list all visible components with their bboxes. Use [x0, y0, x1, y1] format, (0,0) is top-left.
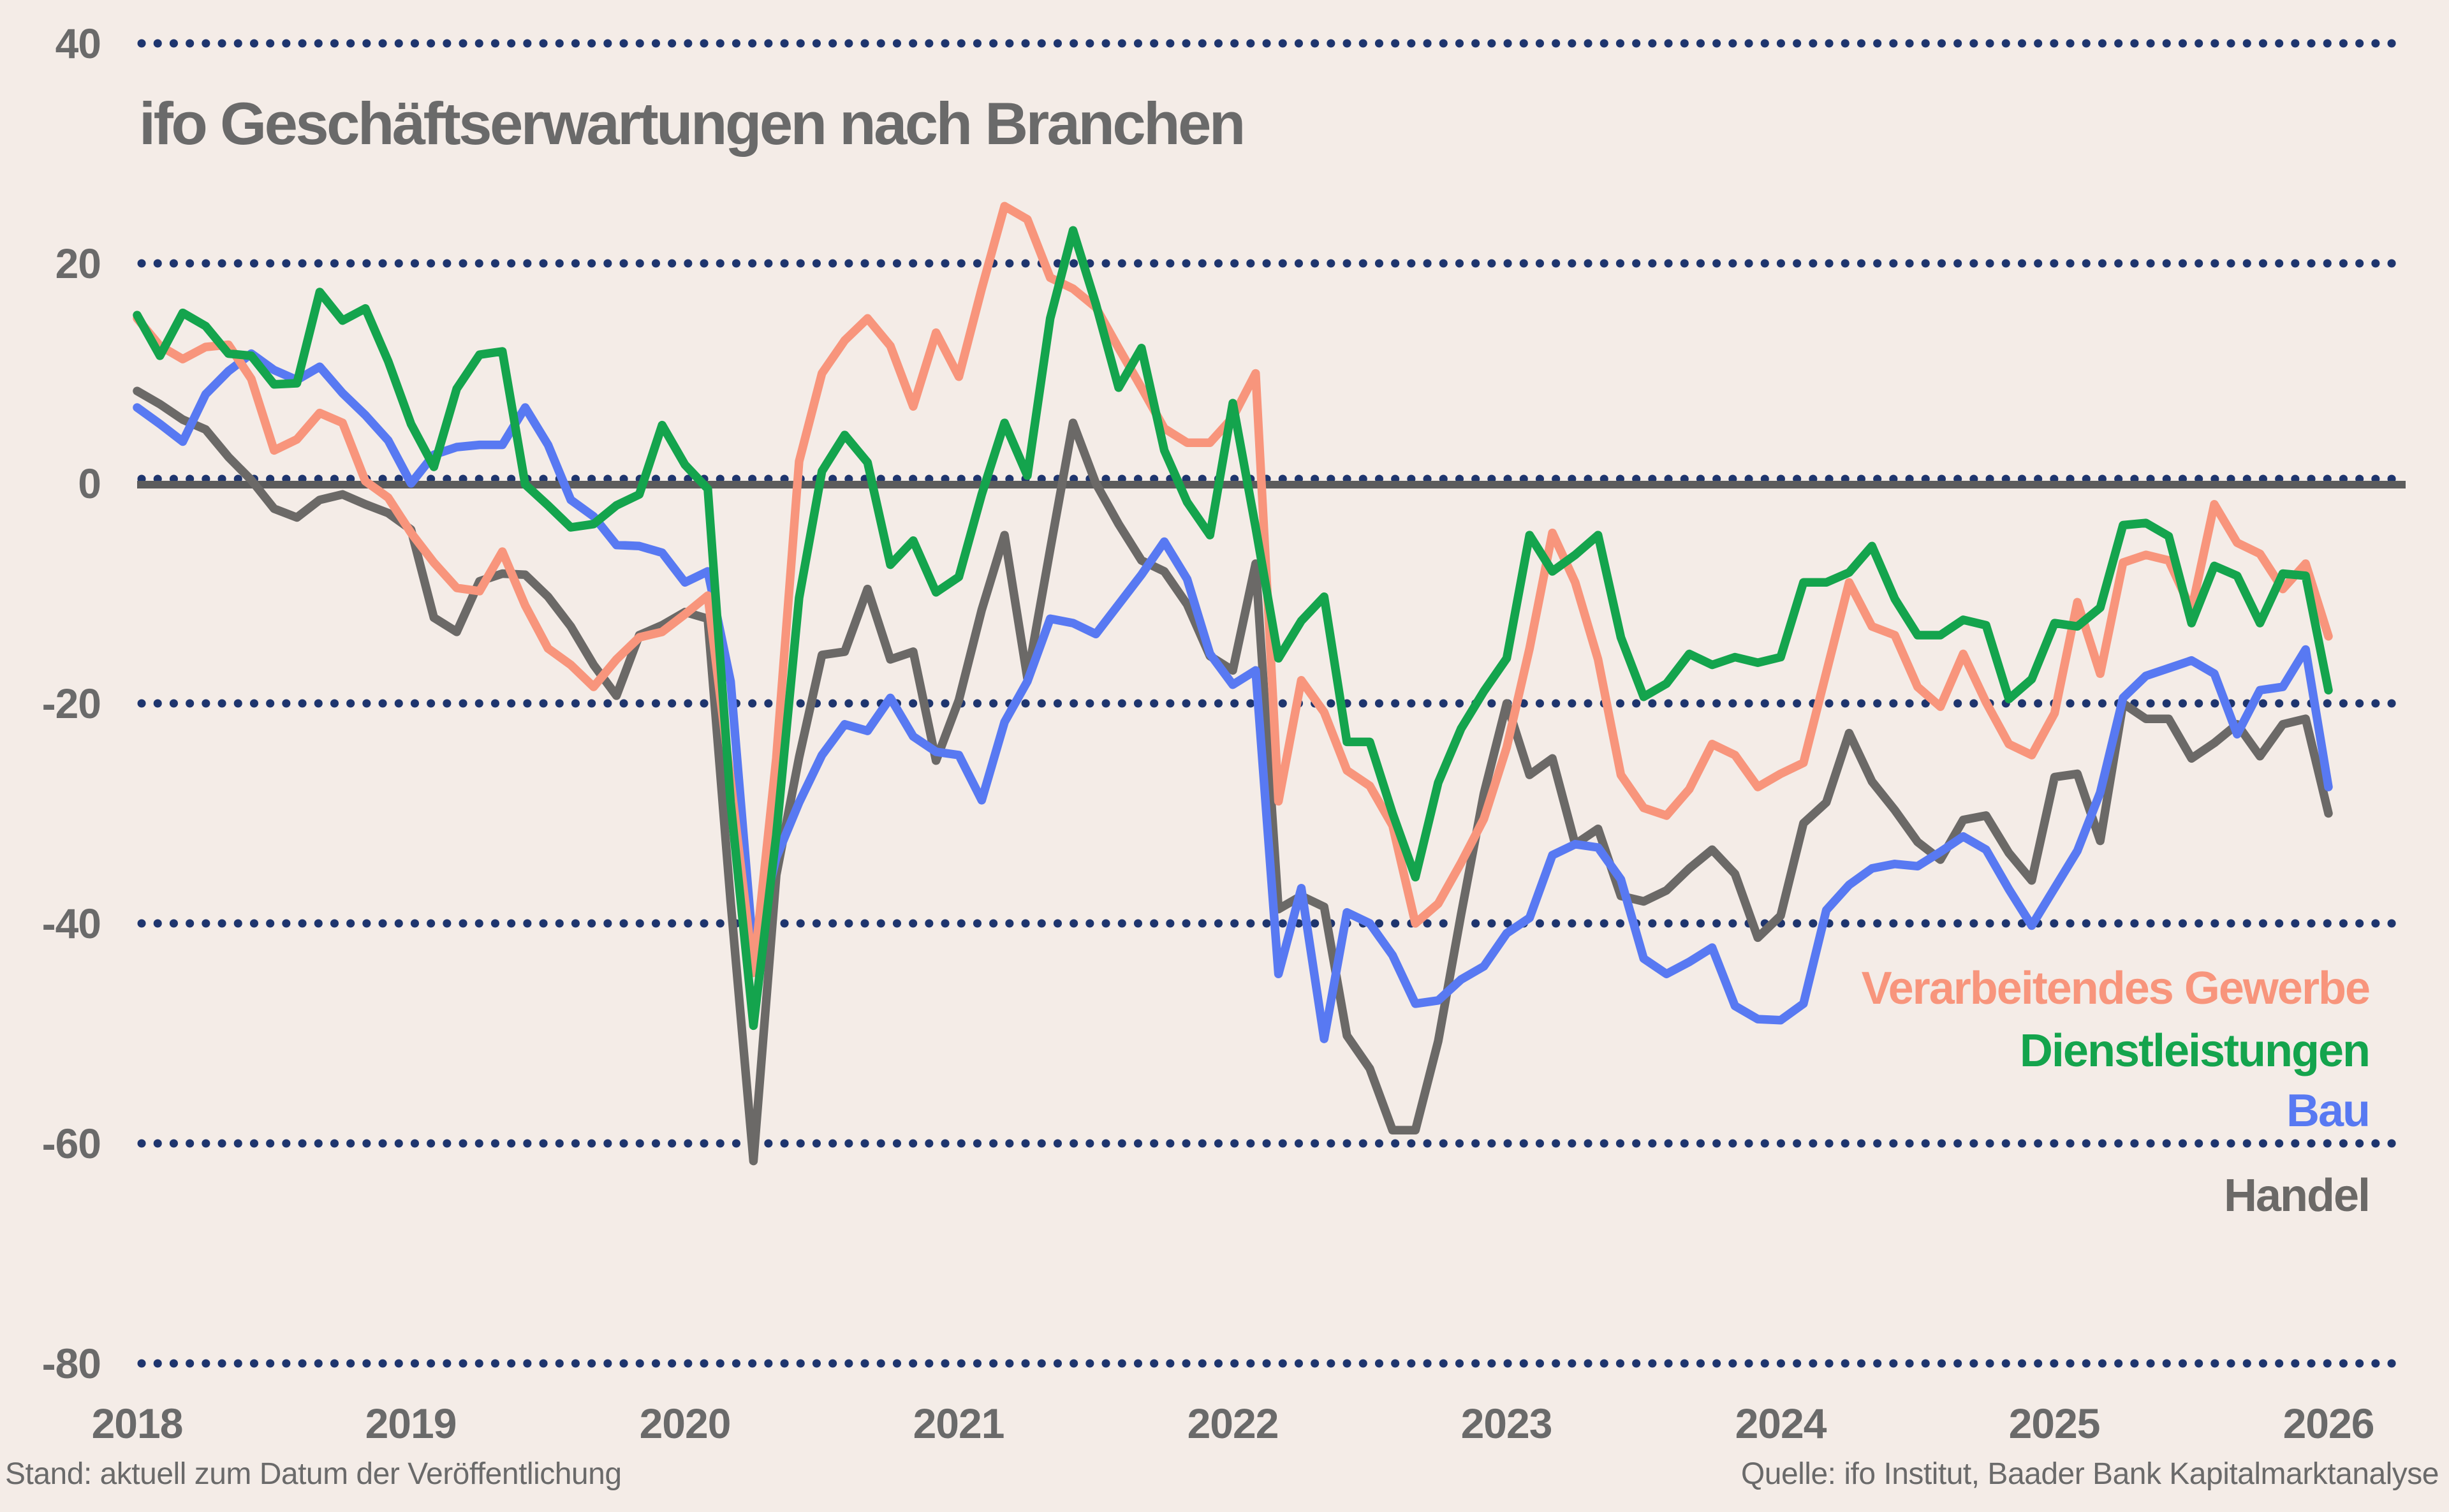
footnote-stand: Stand: aktuell zum Datum der Veröffentli…: [5, 1457, 622, 1491]
x-axis-label-2025: 2025: [2008, 1400, 2101, 1447]
series-line-handel: [133, 386, 2333, 1166]
x-axis-label-2021: 2021: [913, 1400, 1005, 1447]
y-axis-label-20: 20: [55, 240, 101, 287]
legend-handel: Handel: [2223, 1170, 2371, 1221]
x-axis-label-2018: 2018: [91, 1400, 184, 1447]
x-axis-label-2024: 2024: [1735, 1400, 1827, 1447]
series-line-bau: [133, 349, 2333, 1043]
y-axis-label--80: -80: [41, 1340, 101, 1387]
y-axis-label-0: 0: [78, 460, 101, 507]
legend-bau: Bau: [2286, 1085, 2371, 1136]
x-axis-label-2019: 2019: [365, 1400, 457, 1447]
legend-verarbeitendes-gewerbe: Verarbeitendes Gewerbe: [1861, 963, 2371, 1014]
x-axis-label-2023: 2023: [1460, 1400, 1553, 1447]
x-axis-label-2020: 2020: [639, 1400, 732, 1447]
y-axis-label--40: -40: [41, 900, 101, 947]
y-axis-label--60: -60: [41, 1120, 101, 1167]
series-line-verarbeitendes-gewerbe: [133, 202, 2333, 978]
y-axis-label--20: -20: [41, 680, 101, 727]
legend-dienstleistungen: Dienstleistungen: [2019, 1025, 2371, 1076]
footnote-quelle: Quelle: ifo Institut, Baader Bank Kapita…: [1740, 1457, 2439, 1491]
series-line-dienstleistungen: [133, 226, 2333, 1031]
y-axis-label-40: 40: [55, 20, 101, 67]
x-axis-label-2022: 2022: [1187, 1400, 1279, 1447]
chart-title: ifo Geschäftserwartungen nach Branchen: [139, 90, 1246, 157]
x-axis-label-2026: 2026: [2283, 1400, 2375, 1447]
